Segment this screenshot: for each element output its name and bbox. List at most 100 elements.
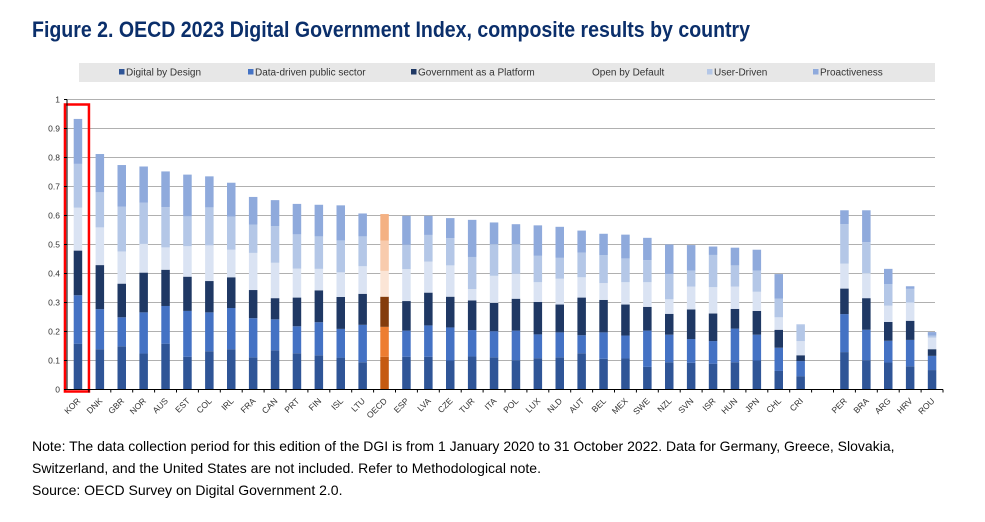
bar-segment-digital-by-design-fin	[314, 355, 324, 390]
bar-segment-data-driven-public-sector-isl	[336, 328, 345, 358]
bar-segment-data-driven-public-sector-tur	[467, 330, 477, 357]
bar-segment-user-driven-nld	[555, 257, 564, 279]
bar-segment-data-driven-public-sector-aut	[577, 335, 586, 354]
bar-segment-proactiveness-pol	[511, 224, 521, 245]
x-tick-label: JPN	[743, 396, 761, 414]
bar-segment-digital-by-design-lux	[533, 358, 543, 390]
bar-segment-digital-by-design-mex	[621, 358, 630, 390]
bar-segment-user-driven-dnk	[95, 192, 105, 228]
bar-segment-proactiveness-est	[183, 174, 192, 217]
bar-segment-government-as-a-platform-bel	[599, 299, 608, 333]
legend-swatch	[707, 69, 713, 75]
bar-segment-proactiveness-hrv	[905, 286, 915, 289]
legend-label: Proactiveness	[820, 68, 883, 79]
bar-segment-proactiveness-ltu	[358, 213, 367, 237]
x-tick-label: CHL	[764, 396, 783, 415]
bar-segment-data-driven-public-sector-lva	[424, 325, 433, 357]
bar-segment-user-driven-tur	[467, 256, 477, 290]
bar-segment-data-driven-public-sector-esp	[402, 330, 411, 357]
x-tick-label: IRL	[219, 396, 236, 413]
bar-segment-proactiveness-can	[270, 200, 280, 227]
bar-segment-proactiveness-fin	[314, 204, 324, 237]
bar-segment-digital-by-design-per	[840, 352, 849, 390]
bar-segment-open-by-default-rou	[927, 337, 937, 350]
bar-segment-open-by-default-fin	[314, 268, 324, 291]
x-tick-label: OECD	[365, 396, 389, 420]
bar-segment-digital-by-design-svn	[686, 362, 696, 390]
gridlines	[67, 99, 935, 361]
x-tick-label: NLD	[545, 396, 564, 415]
bar-segment-digital-by-design-isl	[336, 357, 345, 390]
bar-segment-user-driven-cri	[796, 325, 805, 342]
bar-segment-government-as-a-platform-nzl	[665, 313, 674, 335]
bar-segment-user-driven-aut	[577, 252, 586, 278]
bar-segment-government-as-a-platform-cze	[446, 296, 455, 328]
bar-segment-digital-by-design-arg	[884, 362, 893, 390]
bar-segment-proactiveness-aut	[577, 230, 586, 253]
x-tick-label: NZL	[655, 396, 674, 415]
bar-segment-user-driven-esp	[402, 244, 411, 270]
bar-segment-digital-by-design-aus	[161, 343, 170, 390]
bar-segment-open-by-default-est	[183, 246, 192, 277]
bar-segment-government-as-a-platform-nld	[555, 304, 564, 333]
bar-segment-data-driven-public-sector-irl	[227, 308, 236, 350]
bar-segment-data-driven-public-sector-mex	[621, 335, 630, 359]
bar-segment-government-as-a-platform-prt	[292, 297, 302, 327]
bar-segment-open-by-default-mex	[621, 282, 630, 305]
bar-segment-open-by-default-hrv	[905, 302, 915, 321]
bar-segment-user-driven-isl	[336, 240, 345, 273]
bar-segment-user-driven-kor	[73, 163, 83, 208]
x-tick-label: ARG	[873, 396, 893, 416]
legend-swatch	[813, 69, 819, 75]
bar-segment-user-driven-lux	[533, 255, 543, 283]
x-tick-label: BEL	[590, 396, 609, 415]
legend-swatch	[411, 69, 417, 75]
bar-segment-user-driven-fin	[314, 236, 324, 269]
bar-segment-data-driven-public-sector-cri	[796, 361, 805, 377]
bar-segment-government-as-a-platform-fra	[248, 290, 258, 319]
bar-segment-proactiveness-nld	[555, 226, 564, 258]
bar-segment-data-driven-public-sector-aus	[161, 305, 170, 344]
bar-segment-proactiveness-col	[205, 176, 214, 208]
bar-segment-data-driven-public-sector-per	[840, 314, 849, 353]
bar-segment-government-as-a-platform-est	[183, 276, 192, 311]
bar-segment-data-driven-public-sector-cze	[446, 327, 455, 361]
bar-segment-user-driven-hun	[730, 265, 740, 287]
y-tick-label: 0.7	[48, 182, 60, 192]
bar-segment-user-driven-bel	[599, 255, 608, 284]
bar-segment-digital-by-design-bel	[599, 358, 608, 390]
bar-segment-government-as-a-platform-ita	[489, 302, 499, 332]
bar-segment-proactiveness-nzl	[665, 244, 674, 275]
bar-segment-proactiveness-hun	[730, 247, 740, 266]
x-tick-label: POL	[501, 396, 520, 415]
bar-segment-government-as-a-platform-fin	[314, 290, 324, 323]
bar-segment-government-as-a-platform-isl	[336, 296, 345, 329]
bar-segment-data-driven-public-sector-rou	[927, 355, 937, 371]
bar-segment-data-driven-public-sector-col	[205, 312, 214, 352]
x-tick-label: CAN	[260, 396, 280, 416]
bar-segment-data-driven-public-sector-lux	[533, 334, 543, 359]
bar-segment-proactiveness-per	[840, 210, 849, 225]
legend-label: Data-driven public sector	[255, 68, 366, 79]
bar-segment-digital-by-design-nor	[139, 353, 148, 390]
bar-segment-user-driven-fra	[248, 224, 258, 253]
x-tick-label: LTU	[349, 396, 367, 414]
bar-segment-proactiveness-kor	[73, 118, 83, 164]
bar-segment-user-driven-mex	[621, 258, 630, 283]
bar-segment-digital-by-design-tur	[467, 356, 477, 390]
y-tick-label: 0.8	[48, 153, 60, 163]
x-tick-label: CZE	[436, 396, 455, 415]
bar-segment-user-driven-arg	[884, 284, 893, 306]
bar-segment-open-by-default-aut	[577, 277, 586, 298]
bar-segment-open-by-default-cze	[446, 265, 455, 297]
bar-segment-proactiveness-bra	[862, 210, 871, 243]
bar-segment-user-driven-gbr	[117, 206, 126, 252]
bar-segment-data-driven-public-sector-fra	[248, 318, 258, 358]
x-tick-label: ITA	[482, 396, 498, 412]
x-tick-label: COL	[194, 396, 214, 416]
bar-segment-government-as-a-platform-hrv	[905, 320, 915, 340]
bar-segment-open-by-default-isl	[336, 272, 345, 297]
bar-segment-digital-by-design-bra	[862, 360, 871, 390]
bar-segment-data-driven-public-sector-fin	[314, 322, 324, 356]
